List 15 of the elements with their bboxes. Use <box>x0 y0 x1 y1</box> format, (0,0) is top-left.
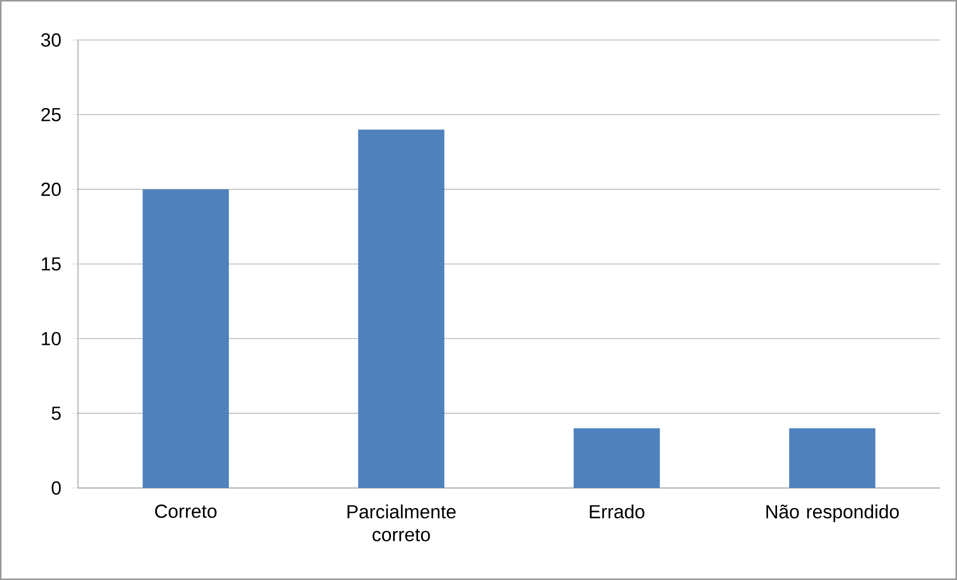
bar <box>789 428 876 488</box>
bar <box>574 428 660 488</box>
y-tick-label: 10 <box>42 332 61 346</box>
x-tick-label: Parcialmente correto <box>348 504 456 542</box>
y-tick-label: 25 <box>41 108 61 122</box>
bar <box>358 130 444 488</box>
x-tick-label: Correto <box>155 504 217 518</box>
bar <box>142 189 229 488</box>
y-tick-label: 30 <box>41 33 61 47</box>
x-tick-label: Não respondido <box>766 504 899 522</box>
y-tick-label: 15 <box>42 257 61 271</box>
y-tick-label: 0 <box>52 481 61 495</box>
y-tick-label: 5 <box>52 406 61 420</box>
x-tick-label: Errado <box>590 504 644 518</box>
y-tick-label: 20 <box>41 182 61 196</box>
